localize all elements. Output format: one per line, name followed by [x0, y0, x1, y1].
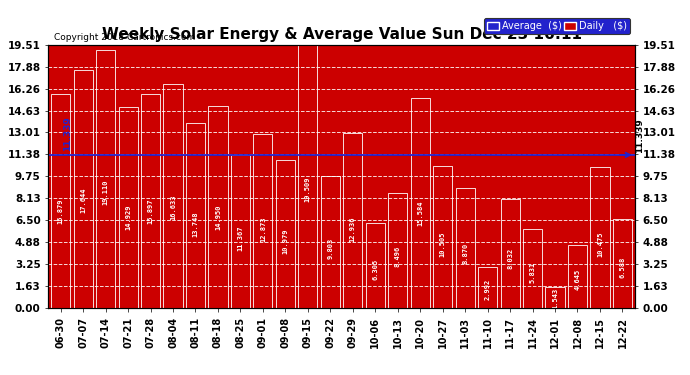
Text: 17.644: 17.644	[80, 188, 86, 213]
Bar	[186, 123, 205, 308]
Text: 6.588: 6.588	[620, 257, 625, 278]
Bar	[276, 160, 295, 308]
Text: Copyright 2018 Cartronics.com: Copyright 2018 Cartronics.com	[55, 33, 195, 42]
Text: 19.509: 19.509	[305, 177, 310, 202]
Bar	[74, 70, 92, 308]
Bar	[613, 219, 632, 308]
Text: 10.475: 10.475	[597, 231, 603, 257]
Text: 12.936: 12.936	[350, 216, 356, 242]
Bar	[455, 188, 475, 308]
Text: 11.339: 11.339	[635, 118, 644, 153]
Text: 15.879: 15.879	[58, 199, 63, 224]
Bar	[343, 134, 362, 308]
Text: 6.305: 6.305	[373, 259, 378, 280]
Text: 11.367: 11.367	[237, 226, 244, 251]
Text: 8.496: 8.496	[395, 245, 401, 267]
Text: 13.748: 13.748	[193, 211, 199, 237]
Text: 15.584: 15.584	[417, 200, 423, 226]
Bar	[321, 176, 340, 308]
Text: 16.633: 16.633	[170, 194, 176, 219]
Text: 4.645: 4.645	[575, 269, 580, 290]
Text: 10.979: 10.979	[282, 228, 288, 254]
Bar	[164, 84, 183, 308]
Text: 14.929: 14.929	[125, 204, 131, 230]
Bar	[433, 166, 452, 308]
Bar	[546, 287, 564, 308]
Text: 2.992: 2.992	[484, 279, 491, 300]
Text: 8.870: 8.870	[462, 243, 468, 264]
Bar	[366, 223, 385, 308]
Bar	[96, 50, 115, 308]
Bar	[208, 106, 228, 308]
Bar	[591, 166, 609, 308]
Text: 14.950: 14.950	[215, 204, 221, 230]
Text: 10.505: 10.505	[440, 231, 446, 256]
Bar	[231, 154, 250, 308]
Title: Weekly Solar Energy & Average Value Sun Dec 23 16:11: Weekly Solar Energy & Average Value Sun …	[101, 27, 582, 42]
Legend: Average  ($), Daily   ($): Average ($), Daily ($)	[484, 18, 630, 34]
Bar	[388, 193, 407, 308]
Bar	[141, 94, 160, 308]
Text: 1.543: 1.543	[552, 288, 558, 309]
Bar	[253, 134, 273, 308]
Bar	[523, 229, 542, 308]
Bar	[51, 94, 70, 308]
Text: 5.831: 5.831	[529, 262, 535, 283]
Text: 12.873: 12.873	[260, 217, 266, 242]
Bar	[119, 106, 137, 308]
Bar	[478, 267, 497, 308]
Text: 19.110: 19.110	[103, 179, 108, 204]
Text: 15.897: 15.897	[148, 198, 154, 224]
Bar	[411, 98, 430, 308]
Bar	[568, 245, 587, 308]
Text: 8.032: 8.032	[507, 248, 513, 270]
Text: 11.339: 11.339	[63, 116, 72, 151]
Bar	[500, 200, 520, 308]
Bar	[298, 45, 317, 308]
Text: 9.803: 9.803	[327, 237, 333, 259]
